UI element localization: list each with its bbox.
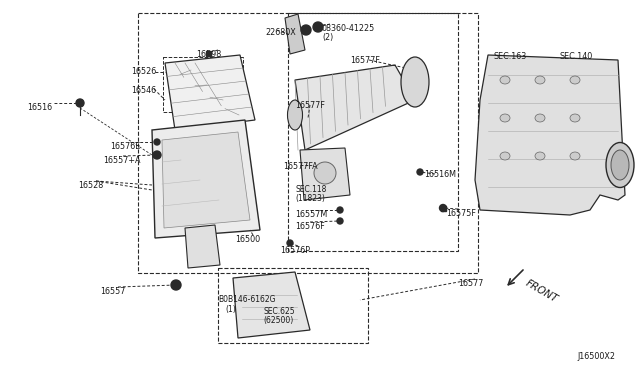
Bar <box>242 283 297 328</box>
Polygon shape <box>295 65 415 150</box>
Text: 16528: 16528 <box>78 181 103 190</box>
Polygon shape <box>475 55 625 215</box>
Text: 22680X: 22680X <box>265 28 296 37</box>
Text: J16500X2: J16500X2 <box>577 352 615 361</box>
Polygon shape <box>185 225 220 268</box>
Bar <box>205 51 211 55</box>
Circle shape <box>313 22 323 32</box>
Text: SEC.163: SEC.163 <box>494 52 527 61</box>
Ellipse shape <box>500 114 510 122</box>
Text: 16577FA: 16577FA <box>283 162 317 171</box>
Text: 16526: 16526 <box>131 67 156 76</box>
Circle shape <box>417 169 423 175</box>
Ellipse shape <box>535 114 545 122</box>
Ellipse shape <box>500 76 510 84</box>
Text: 16577F: 16577F <box>350 56 380 65</box>
Ellipse shape <box>535 152 545 160</box>
Ellipse shape <box>500 152 510 160</box>
Text: (11823): (11823) <box>295 194 325 203</box>
Text: 08360-41225: 08360-41225 <box>322 24 375 33</box>
Text: B0B146-6162G: B0B146-6162G <box>218 295 275 304</box>
Circle shape <box>287 240 293 246</box>
Circle shape <box>154 139 160 145</box>
Text: 16577: 16577 <box>458 279 483 288</box>
Ellipse shape <box>570 76 580 84</box>
Text: SEC.625: SEC.625 <box>263 307 294 316</box>
Text: 16516M: 16516M <box>424 170 456 179</box>
Circle shape <box>337 218 343 224</box>
Text: SEC.118: SEC.118 <box>295 185 326 194</box>
Ellipse shape <box>606 142 634 187</box>
Bar <box>218 268 368 343</box>
Polygon shape <box>162 132 250 228</box>
Polygon shape <box>165 55 255 130</box>
Text: 16516: 16516 <box>27 103 52 112</box>
Ellipse shape <box>570 114 580 122</box>
Circle shape <box>337 207 343 213</box>
Text: FRONT: FRONT <box>524 278 560 304</box>
Text: 16557+A: 16557+A <box>103 156 141 165</box>
Text: (1): (1) <box>225 305 236 314</box>
Text: 16577F: 16577F <box>295 101 325 110</box>
Polygon shape <box>285 14 305 54</box>
Bar <box>440 205 445 211</box>
Circle shape <box>153 151 161 159</box>
Polygon shape <box>233 272 310 338</box>
Text: SEC.140: SEC.140 <box>560 52 593 61</box>
Circle shape <box>301 25 311 35</box>
Circle shape <box>76 99 84 107</box>
Circle shape <box>440 205 447 212</box>
Circle shape <box>171 280 181 290</box>
Ellipse shape <box>570 152 580 160</box>
Bar <box>163 57 243 112</box>
Text: 16576F: 16576F <box>295 222 324 231</box>
Bar <box>288 13 458 251</box>
Text: 16546: 16546 <box>131 86 156 95</box>
Text: (2): (2) <box>322 33 333 42</box>
Ellipse shape <box>535 76 545 84</box>
Text: 16500: 16500 <box>235 235 260 244</box>
Ellipse shape <box>611 150 629 180</box>
Text: (62500): (62500) <box>263 316 293 325</box>
Text: 16598: 16598 <box>196 50 221 59</box>
Ellipse shape <box>314 162 336 184</box>
Ellipse shape <box>401 57 429 107</box>
Text: 16557: 16557 <box>100 287 125 296</box>
Text: 16557M: 16557M <box>295 210 327 219</box>
Polygon shape <box>300 148 350 200</box>
Ellipse shape <box>287 100 303 130</box>
Text: 16576P: 16576P <box>280 246 310 255</box>
Polygon shape <box>152 120 260 238</box>
Text: 16575F: 16575F <box>446 209 476 218</box>
Text: 16576E: 16576E <box>110 142 140 151</box>
Bar <box>138 13 478 273</box>
